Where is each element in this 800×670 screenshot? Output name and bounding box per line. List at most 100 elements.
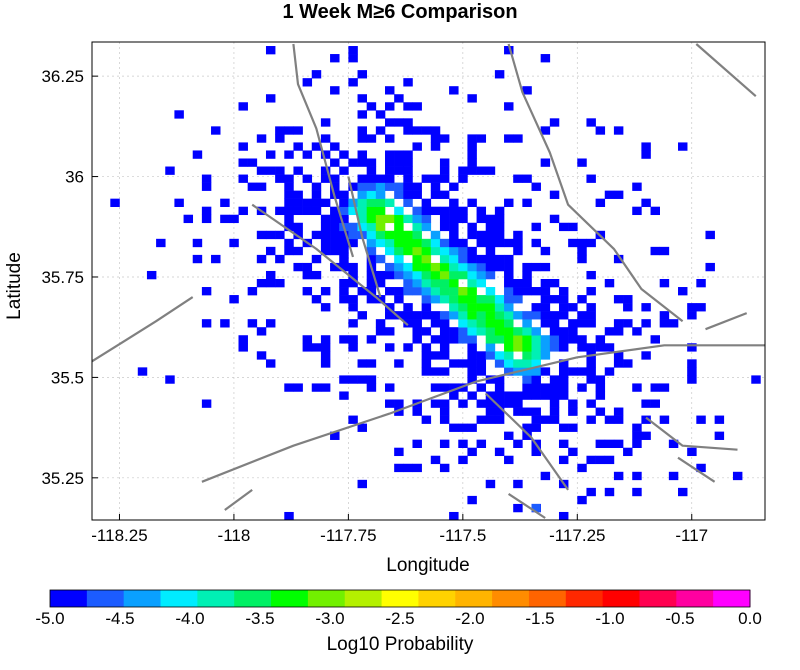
heatmap-cell [174, 110, 184, 119]
heatmap-cell [558, 222, 569, 232]
heatmap-cell [458, 262, 468, 272]
heatmap-cell [439, 222, 450, 232]
heatmap-cell [595, 455, 606, 465]
heatmap-cell [467, 254, 477, 264]
heatmap-cell [394, 214, 404, 224]
heatmap-cell [650, 399, 661, 408]
heatmap-cell [403, 270, 413, 280]
heatmap-cell [540, 343, 551, 352]
heatmap-cell [385, 311, 395, 320]
heatmap-cell [513, 230, 523, 240]
heatmap-cell [375, 198, 386, 207]
heatmap-cell [412, 206, 422, 216]
heatmap-cell [513, 503, 523, 513]
heatmap-cell [320, 230, 331, 240]
colorbar-swatch [602, 590, 640, 607]
heatmap-cell [275, 254, 285, 264]
heatmap-cell [494, 254, 505, 264]
heatmap-cell [458, 311, 468, 320]
heatmap-cell [549, 278, 560, 288]
heatmap-cell [375, 126, 386, 135]
heatmap-cell [531, 447, 541, 457]
heatmap-cell [430, 246, 441, 256]
heatmap-cell [577, 367, 587, 376]
heatmap-cell [522, 383, 532, 392]
heatmap-cell [421, 351, 432, 360]
heatmap-cell [403, 158, 413, 167]
heatmap-cell [568, 222, 578, 232]
heatmap-cell [494, 214, 505, 224]
heatmap-cell [421, 270, 432, 280]
heatmap-cell [485, 343, 496, 352]
y-tick-label: 35.5 [51, 368, 84, 387]
heatmap-cell [531, 415, 541, 424]
heatmap-cell [385, 383, 395, 392]
heatmap-cell [439, 415, 450, 424]
heatmap-cell [577, 254, 587, 264]
heatmap-cell [201, 206, 212, 216]
heatmap-cell [320, 214, 331, 224]
heatmap-cell [430, 174, 441, 183]
fault-line [507, 43, 684, 323]
y-tick-label: 36.25 [41, 67, 84, 86]
heatmap-cell [439, 287, 450, 296]
heatmap-cell [357, 134, 367, 143]
heatmap-cell [357, 182, 367, 191]
heatmap-cell [394, 222, 404, 232]
heatmap-cell [385, 86, 395, 95]
heatmap-cell [449, 182, 459, 191]
heatmap-cell [494, 383, 505, 392]
heatmap-cell [330, 54, 340, 63]
heatmap-cell [531, 303, 541, 312]
heatmap-cell [320, 150, 331, 159]
heatmap-cell [385, 198, 395, 207]
heatmap-cell [504, 270, 514, 280]
colorbar-tick-label: -5.0 [35, 609, 64, 628]
heatmap-cell [485, 246, 496, 256]
heatmap-cell [375, 278, 386, 288]
heatmap-cell [403, 311, 413, 320]
heatmap-cell [320, 118, 331, 127]
heatmap-cell [430, 238, 441, 248]
heatmap-cell [504, 238, 514, 248]
heatmap-cell [476, 134, 487, 143]
heatmap-cell [220, 214, 230, 224]
heatmap-cell [375, 254, 386, 264]
heatmap-cell [513, 311, 523, 320]
plot-frame [91, 41, 766, 521]
heatmap-cell [311, 70, 322, 79]
heatmap-cell [357, 222, 367, 232]
chart-title: 1 Week M≥6 Comparison [282, 1, 517, 23]
heatmap-cell [265, 150, 276, 159]
heatmap-cell [348, 319, 358, 328]
heatmap-cell [311, 206, 322, 216]
heatmap-cell [412, 190, 422, 199]
heatmap-cell [595, 407, 606, 416]
heatmap-cell [540, 54, 551, 63]
heatmap-cell [632, 439, 642, 448]
heatmap-cell [394, 254, 404, 264]
heatmap-cell [549, 383, 560, 392]
heatmap-cell [265, 319, 276, 328]
heatmap-cell [394, 447, 404, 457]
heatmap-cell [632, 423, 642, 432]
heatmap-cell [348, 415, 358, 424]
heatmap-cell [623, 319, 633, 328]
heatmap-cell [678, 142, 688, 151]
heatmap-cell [504, 46, 514, 55]
heatmap-cell [449, 383, 459, 392]
heatmap-cell [467, 311, 477, 320]
heatmap-cell [339, 295, 349, 304]
heatmap-cell [476, 254, 487, 264]
heatmap-cell [320, 238, 331, 248]
heatmap-cell [302, 287, 313, 296]
y-axis-ticks: 35.25 35.5 35.75 36 36.25 [41, 67, 98, 488]
heatmap-cell [613, 254, 624, 264]
heatmap-cell [412, 222, 422, 232]
heatmap-cell [549, 311, 560, 320]
heatmap-cell [320, 246, 331, 256]
heatmap-cell [659, 383, 670, 392]
colorbar-frame [49, 589, 751, 608]
colorbar-swatch [455, 590, 493, 607]
heatmap-cell [421, 295, 432, 304]
